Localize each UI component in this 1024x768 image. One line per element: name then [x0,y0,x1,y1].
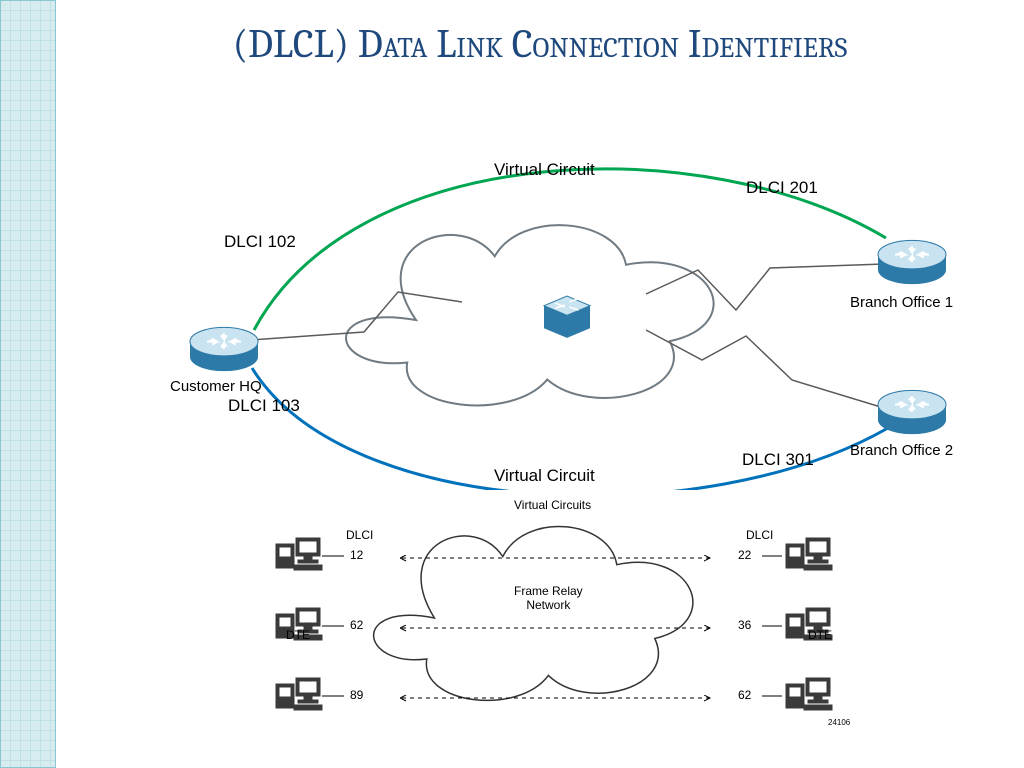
diagram-label: 62 [738,688,751,702]
diagram-label: DLCI [746,528,773,542]
diagram-label: Frame RelayNetwork [514,584,583,612]
diagram-label: DTE [808,628,832,642]
diagram-label: 89 [350,688,363,702]
diagram-label: DLCI 301 [742,450,814,470]
pc-icon [276,538,322,570]
slide-sidebar [0,0,56,768]
diagram-label: DLCI 201 [746,178,818,198]
diagram-label: Virtual Circuits [514,498,591,512]
diagram-label: Branch Office 2 [850,442,953,459]
diagram-label: DLCI 103 [228,396,300,416]
diagram-label: Branch Office 1 [850,294,953,311]
diagram-label: 22 [738,548,751,562]
link-line [646,330,884,408]
diagram-label: DLCI 102 [224,232,296,252]
router-icon [878,390,946,434]
router-icon [190,327,258,371]
diagram-label: DLCI [346,528,373,542]
router-icon [878,240,946,284]
bottom-diagram: Virtual Circuits Frame RelayNetwork DLCI DT… [266,498,846,748]
pc-icon [276,678,322,710]
cloud-icon [346,225,714,405]
diagram-label: 12 [350,548,363,562]
diagram-label: DTE [286,628,310,642]
diagram-label: 36 [738,618,751,632]
diagram-label: 62 [350,618,363,632]
diagram-label: 24106 [828,718,850,727]
diagram-label: Customer HQ [170,378,262,395]
pc-icon [786,678,832,710]
pc-icon [786,538,832,570]
slide-title: (DLCL) Data Link Connection Identifiers [56,22,1024,66]
cloud-icon [374,526,693,700]
diagram-label: Virtual Circuit [494,466,595,486]
diagram-label: Virtual Circuit [494,160,595,180]
slide-content: (DLCL) Data Link Connection Identifiers … [56,0,1024,768]
top-diagram: Virtual Circuit Virtual Circuit DLCI 201 DL… [146,160,986,490]
